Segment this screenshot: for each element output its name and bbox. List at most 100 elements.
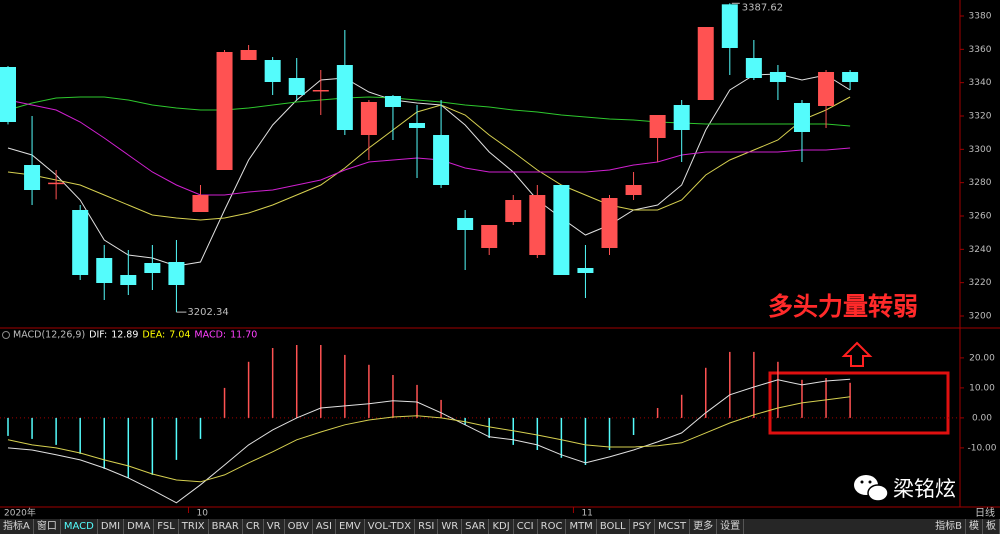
tab[interactable]: 模 — [966, 519, 983, 534]
candle-body — [673, 105, 690, 130]
tab[interactable]: SAR — [462, 519, 490, 534]
tab[interactable]: CR — [243, 519, 264, 534]
y-tick-label: 3380 — [969, 12, 992, 22]
candle-body — [312, 90, 329, 92]
candle-body — [433, 135, 450, 185]
low-label: 3202.34 — [187, 307, 228, 318]
candle-body — [601, 198, 618, 248]
tab[interactable]: FSL — [154, 519, 179, 534]
candle-body — [842, 72, 859, 82]
ma-line — [7, 99, 851, 196]
candle-body — [336, 65, 353, 130]
tab[interactable]: 更多 — [690, 519, 718, 534]
tab[interactable]: CCI — [514, 519, 538, 534]
period-label: 日线 — [975, 506, 995, 519]
tab[interactable]: DMA — [124, 519, 155, 534]
tab[interactable]: KDJ — [489, 519, 514, 534]
legend-value: 12.89 — [111, 330, 138, 341]
candle-body — [24, 165, 41, 190]
candle-body — [168, 262, 185, 285]
y-tick-label: 3340 — [969, 78, 992, 88]
candle-body — [745, 58, 762, 78]
tab[interactable]: EMV — [336, 519, 365, 534]
highlight-box — [768, 371, 950, 435]
candle-body — [697, 27, 714, 100]
tab[interactable]: DMI — [98, 519, 125, 534]
tabs-right: 指标B 模板 — [932, 519, 1000, 534]
x-tick-label: 11 — [581, 509, 592, 519]
tab[interactable]: BRAR — [209, 519, 243, 534]
candle-body — [72, 210, 89, 275]
candle-body — [96, 258, 113, 283]
y-tick-label: 3260 — [969, 212, 992, 222]
candle-body — [457, 218, 474, 230]
tab[interactable]: 板 — [983, 519, 1000, 534]
tab[interactable]: TRIX — [179, 519, 209, 534]
legend-value: 7.04 — [169, 330, 190, 341]
candle-body — [192, 195, 209, 212]
indicator-icon — [2, 331, 10, 339]
candle-body — [240, 50, 257, 60]
candle-body — [384, 96, 401, 107]
candle-body — [649, 115, 666, 138]
tab[interactable]: OBV — [285, 519, 313, 534]
candle-body — [769, 72, 786, 82]
legend-label: MACD: — [194, 330, 226, 341]
watermark-icon — [854, 475, 889, 502]
tab[interactable]: WR — [438, 519, 463, 534]
legend-value: 11.70 — [230, 330, 257, 341]
tab[interactable]: 指标A — [0, 519, 34, 534]
candle-body — [216, 52, 233, 170]
y-tick-label: 3200 — [969, 312, 992, 322]
candle-body — [264, 60, 281, 82]
tab[interactable]: ROC — [538, 519, 567, 534]
candle-body — [0, 67, 16, 122]
tab[interactable]: RSI — [415, 519, 439, 534]
watermark: 梁铭炫 — [893, 477, 956, 501]
candle-body — [625, 185, 642, 195]
candle-body — [120, 275, 137, 285]
ma-line — [7, 96, 851, 221]
x-tick-label: 2020年 — [4, 507, 36, 519]
y-tick-label: -10.00 — [967, 443, 996, 453]
y-tick-label: 3280 — [969, 178, 992, 188]
dea-line — [7, 396, 851, 483]
legend-label: DIF: — [89, 330, 107, 341]
candle-body — [818, 72, 835, 106]
tab[interactable]: ASI — [313, 519, 336, 534]
candle-body — [48, 182, 65, 185]
candle-body — [721, 4, 738, 49]
chart: 多头力量转弱 梁铭炫 日线 3380 3360 3340 3320 3300 3280 32… — [0, 0, 1000, 519]
candle-body — [481, 225, 498, 248]
tab[interactable]: MTM — [566, 519, 597, 534]
tab[interactable]: MCST — [655, 519, 691, 534]
dif-line — [7, 378, 851, 504]
y-tick-label: 0.00 — [972, 413, 992, 423]
ma-line — [7, 73, 851, 267]
candle-body — [288, 78, 305, 95]
tab-bar: 指标A 窗口 MACD DMI DMA FSL TRIX BRAR CR VR OBV ASI EMV V… — [0, 519, 1000, 534]
y-tick-label: 3320 — [969, 112, 992, 122]
tab[interactable]: 指标B — [932, 519, 966, 534]
y-tick-label: 3220 — [969, 278, 992, 288]
candle-body — [553, 185, 570, 275]
tab[interactable]: 设置 — [717, 519, 745, 534]
y-tick-label: 3300 — [969, 145, 992, 155]
y-tick-label: 3360 — [969, 45, 992, 55]
tabs: 指标A 窗口 MACD DMI DMA FSL TRIX BRAR CR VR OBV ASI EMV V… — [0, 519, 745, 534]
candle-body — [409, 123, 426, 128]
tab[interactable]: VOL-TDX — [365, 519, 416, 534]
candle-body — [577, 268, 594, 273]
tab[interactable]: MACD — [61, 519, 98, 534]
ma-line — [7, 96, 851, 127]
tab[interactable]: 窗口 — [34, 519, 61, 534]
tab[interactable]: BOLL — [597, 519, 630, 534]
tab[interactable]: PSY — [630, 519, 656, 534]
candle-body — [144, 263, 161, 273]
tab[interactable]: VR — [264, 519, 285, 534]
y-tick-label: 10.00 — [969, 383, 995, 393]
annotation: 多头力量转弱 — [768, 292, 918, 321]
candle-body — [793, 103, 810, 132]
candle-body — [360, 102, 377, 135]
